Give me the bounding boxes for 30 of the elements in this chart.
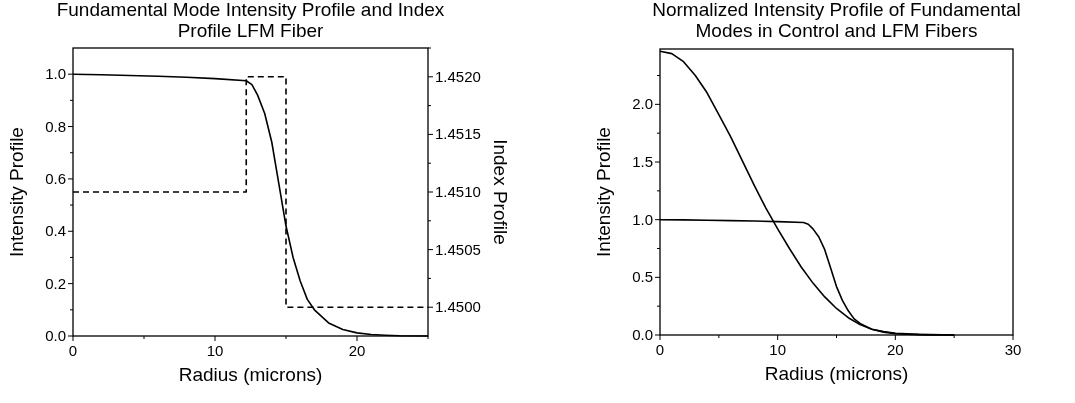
y-tick-label: 0.4 bbox=[45, 222, 66, 240]
y-tick-label: 2.0 bbox=[632, 95, 653, 113]
x-tick-label: 20 bbox=[348, 342, 366, 359]
y2-tick-label: 1.4510 bbox=[435, 183, 481, 200]
y-tick-label: 1.5 bbox=[632, 153, 653, 171]
x-axis-title: Radius (microns) bbox=[178, 364, 323, 385]
y2-tick-label: 1.4515 bbox=[435, 125, 481, 143]
x-tick-label: 0 bbox=[68, 342, 78, 359]
y-tick-label: 0.5 bbox=[632, 268, 653, 286]
y-tick-label: 0.0 bbox=[632, 326, 653, 343]
y-axis-title: Intensity Profile bbox=[6, 127, 27, 257]
y2-tick-label: 1.4500 bbox=[435, 298, 481, 316]
x-tick-label: 30 bbox=[1004, 341, 1022, 358]
x-axis-title: Radius (microns) bbox=[764, 363, 909, 384]
x-tick-label: 10 bbox=[769, 341, 787, 358]
y2-axis-title: Index Profile bbox=[490, 139, 511, 245]
chart-title: Normalized Intensity Profile of Fundamental Modes in Control and LFM Fibers bbox=[652, 0, 1021, 41]
y2-tick-label: 1.4505 bbox=[435, 240, 481, 258]
y-tick-label: 0.0 bbox=[45, 327, 66, 344]
y-tick-label: 1.0 bbox=[632, 210, 653, 228]
y-tick-label: 1.0 bbox=[45, 65, 66, 83]
x-tick-label: 20 bbox=[886, 341, 904, 358]
chart-title: Fundamental Mode Intensity Profile and Index Profile LFM Fiber bbox=[56, 0, 445, 41]
y-tick-label: 0.6 bbox=[45, 169, 66, 187]
y2-tick-label: 1.4520 bbox=[435, 67, 481, 85]
y-tick-label: 0.8 bbox=[45, 117, 66, 135]
y-tick-label: 0.2 bbox=[45, 274, 66, 292]
y-axis-title: Intensity Profile bbox=[593, 127, 614, 257]
x-tick-label: 0 bbox=[655, 341, 665, 358]
x-tick-label: 10 bbox=[206, 342, 224, 359]
